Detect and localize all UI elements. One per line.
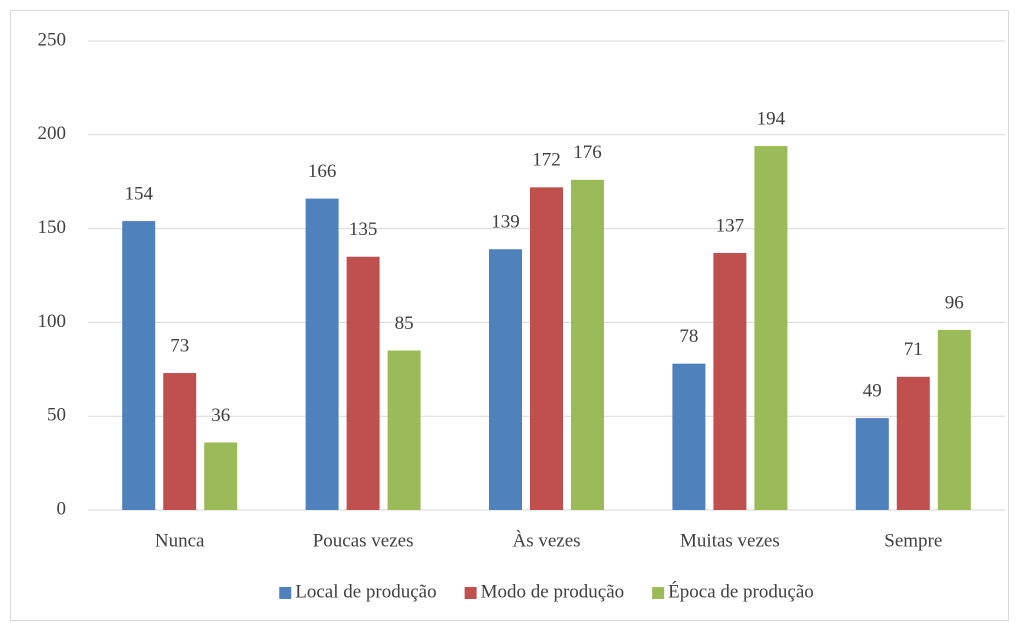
legend-swatch — [652, 587, 665, 599]
bar — [305, 198, 339, 511]
bar — [754, 146, 788, 510]
data-label: 78 — [679, 326, 698, 347]
bar — [530, 187, 563, 510]
legend-label: Época de produção — [668, 580, 814, 602]
data-label: 49 — [863, 380, 882, 401]
data-label: 96 — [945, 292, 964, 313]
bar — [387, 350, 421, 510]
bar — [346, 256, 380, 510]
bar — [204, 442, 238, 510]
x-tick-label: Sempre — [884, 530, 942, 551]
x-tick-label: Nunca — [155, 530, 205, 551]
bar — [122, 221, 156, 510]
data-label: 154 — [124, 183, 153, 204]
bar — [672, 363, 706, 510]
data-label: 176 — [573, 142, 602, 163]
bar — [713, 252, 747, 510]
x-tick-label: Muitas vezes — [680, 530, 780, 551]
y-tick-label: 50 — [47, 405, 66, 426]
data-label: 85 — [395, 313, 414, 334]
data-label: 172 — [532, 150, 561, 171]
legend-swatch — [464, 587, 477, 599]
legend-label: Modo de produção — [481, 581, 625, 602]
data-label: 139 — [491, 212, 520, 233]
x-tick-label: Às vezes — [512, 529, 580, 551]
y-tick-label: 0 — [57, 498, 67, 519]
y-tick-label: 100 — [38, 311, 67, 332]
bar — [163, 373, 197, 510]
data-label: 166 — [308, 161, 337, 182]
bar — [855, 418, 889, 510]
data-label: 137 — [716, 215, 745, 236]
y-tick-label: 250 — [38, 29, 67, 50]
bar — [571, 179, 604, 510]
bar — [489, 249, 522, 510]
x-tick-label: Poucas vezes — [313, 530, 414, 551]
legend-swatch — [279, 587, 292, 599]
legend-label: Local de produção — [295, 581, 436, 602]
data-label: 73 — [170, 335, 189, 356]
y-tick-label: 200 — [38, 123, 67, 144]
bar — [896, 376, 930, 510]
y-tick-label: 150 — [38, 217, 67, 238]
data-label: 36 — [211, 405, 230, 426]
data-label: 71 — [904, 339, 923, 360]
bar — [937, 329, 971, 510]
data-label: 135 — [349, 219, 378, 240]
data-label: 194 — [757, 108, 786, 129]
